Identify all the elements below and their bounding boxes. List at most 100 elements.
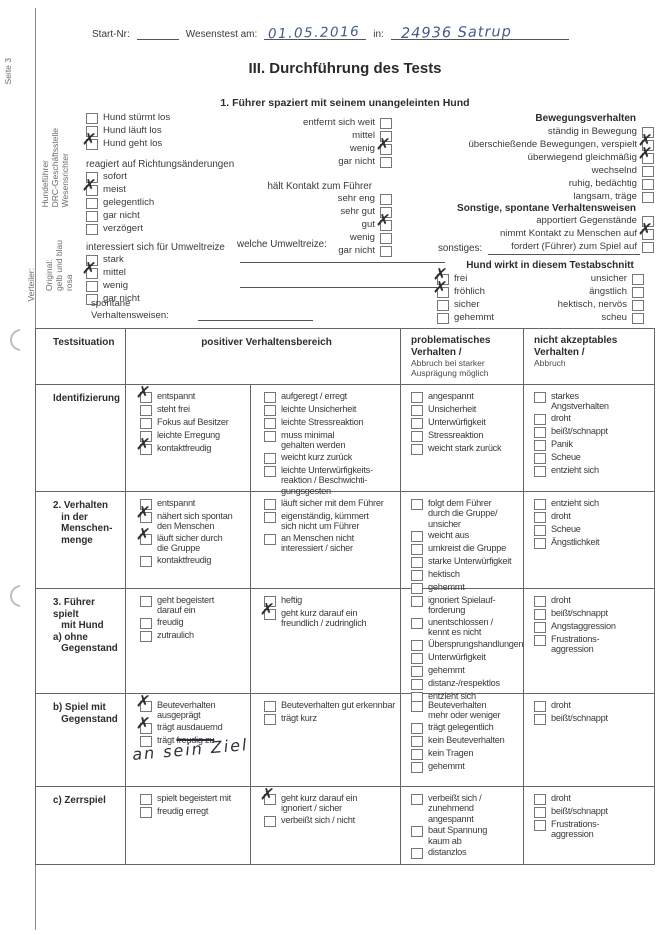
checkbox[interactable] [380, 246, 392, 257]
checkbox[interactable] [411, 544, 423, 556]
checkbox[interactable] [380, 194, 392, 205]
checkbox[interactable] [411, 794, 423, 805]
checkbox[interactable]: ✗ [81, 258, 98, 280]
checkbox[interactable] [411, 735, 423, 747]
sonstiges-blank[interactable] [488, 254, 640, 255]
checkbox[interactable]: ✗ [135, 502, 152, 524]
checkbox[interactable] [140, 617, 152, 629]
checkbox[interactable] [264, 714, 276, 725]
checkbox[interactable] [437, 300, 449, 311]
checkbox[interactable] [86, 294, 98, 305]
checkbox[interactable] [411, 531, 423, 543]
checkbox[interactable] [380, 207, 392, 218]
checkbox[interactable] [534, 452, 546, 464]
checkbox[interactable] [411, 826, 423, 838]
checkbox[interactable] [642, 242, 654, 253]
checkbox[interactable] [632, 300, 644, 311]
checkbox[interactable] [534, 439, 546, 451]
checkbox[interactable] [632, 313, 644, 324]
checkbox[interactable] [264, 465, 276, 477]
checkbox[interactable] [411, 583, 423, 595]
checkbox[interactable] [380, 131, 392, 142]
checkbox[interactable] [86, 198, 98, 209]
checkbox[interactable] [86, 224, 98, 235]
checkbox[interactable] [86, 113, 98, 124]
checkbox[interactable] [140, 405, 152, 416]
checkbox[interactable] [411, 418, 423, 429]
checkbox[interactable]: ✗ [637, 130, 654, 152]
checkbox[interactable] [642, 127, 654, 138]
checkbox[interactable]: ✗ [81, 175, 98, 197]
checkbox[interactable] [642, 166, 654, 177]
checkbox[interactable] [534, 807, 546, 818]
checkbox[interactable] [264, 701, 276, 712]
checkbox[interactable] [86, 281, 98, 292]
checkbox[interactable] [534, 499, 546, 510]
start-nr-field[interactable] [136, 26, 179, 40]
checkbox[interactable]: ✗ [432, 277, 449, 299]
checkbox[interactable] [411, 639, 423, 651]
checkbox[interactable] [534, 525, 546, 536]
checkbox[interactable] [264, 512, 276, 523]
checkbox[interactable]: ✗ [135, 713, 152, 735]
checkbox[interactable] [86, 255, 98, 266]
test-date-field[interactable]: 01.05.2016 [264, 24, 367, 42]
checkbox[interactable] [411, 557, 423, 569]
checkbox[interactable]: ✗ [135, 524, 152, 546]
checkbox[interactable] [411, 499, 423, 510]
checkbox[interactable] [264, 815, 276, 827]
checkbox[interactable] [140, 735, 152, 747]
checkbox[interactable] [86, 126, 98, 137]
checkbox[interactable] [411, 652, 423, 664]
checkbox[interactable] [264, 418, 276, 429]
checkbox[interactable] [411, 665, 423, 677]
checkbox[interactable]: ✗ [135, 691, 152, 713]
checkbox[interactable] [534, 596, 546, 607]
checkbox[interactable] [411, 761, 423, 773]
checkbox[interactable] [534, 538, 546, 549]
checkbox[interactable] [632, 274, 644, 285]
checkbox[interactable] [264, 533, 276, 545]
which-stimuli-blank-1[interactable] [240, 262, 445, 263]
checkbox[interactable]: ✗ [259, 599, 276, 621]
checkbox[interactable] [140, 596, 152, 607]
checkbox[interactable]: ✗ [375, 134, 392, 156]
checkbox[interactable] [411, 405, 423, 416]
checkbox[interactable] [264, 452, 276, 464]
checkbox[interactable] [380, 233, 392, 244]
checkbox[interactable] [140, 794, 152, 805]
checkbox[interactable]: ✗ [432, 264, 449, 286]
checkbox[interactable] [411, 617, 423, 629]
checkbox[interactable] [411, 748, 423, 760]
checkbox[interactable] [411, 392, 423, 403]
checkbox[interactable] [86, 211, 98, 222]
checkbox[interactable] [380, 118, 392, 129]
checkbox[interactable] [534, 512, 546, 523]
checkbox[interactable] [264, 431, 276, 442]
which-stimuli-blank-2[interactable] [240, 287, 445, 288]
checkbox[interactable] [411, 431, 423, 442]
checkbox[interactable] [534, 413, 546, 425]
location-field[interactable]: 24936 Satrup [390, 24, 569, 42]
checkbox[interactable] [534, 794, 546, 805]
checkbox[interactable] [140, 499, 152, 510]
checkbox[interactable] [86, 172, 98, 183]
checkbox[interactable] [642, 216, 654, 227]
checkbox[interactable] [411, 722, 423, 734]
checkbox[interactable]: ✗ [81, 129, 98, 151]
checkbox[interactable] [140, 431, 152, 442]
checkbox[interactable] [411, 596, 423, 607]
checkbox[interactable]: ✗ [637, 143, 654, 165]
checkbox[interactable] [642, 192, 654, 203]
checkbox[interactable] [264, 392, 276, 403]
checkbox[interactable] [411, 848, 423, 860]
checkbox[interactable]: ✗ [375, 210, 392, 232]
checkbox[interactable] [534, 609, 546, 620]
checkbox[interactable] [264, 596, 276, 607]
checkbox[interactable] [140, 555, 152, 567]
checkbox[interactable] [140, 807, 152, 818]
checkbox[interactable] [437, 313, 449, 324]
checkbox[interactable] [264, 405, 276, 416]
checkbox[interactable] [140, 630, 152, 642]
checkbox[interactable] [411, 678, 423, 690]
